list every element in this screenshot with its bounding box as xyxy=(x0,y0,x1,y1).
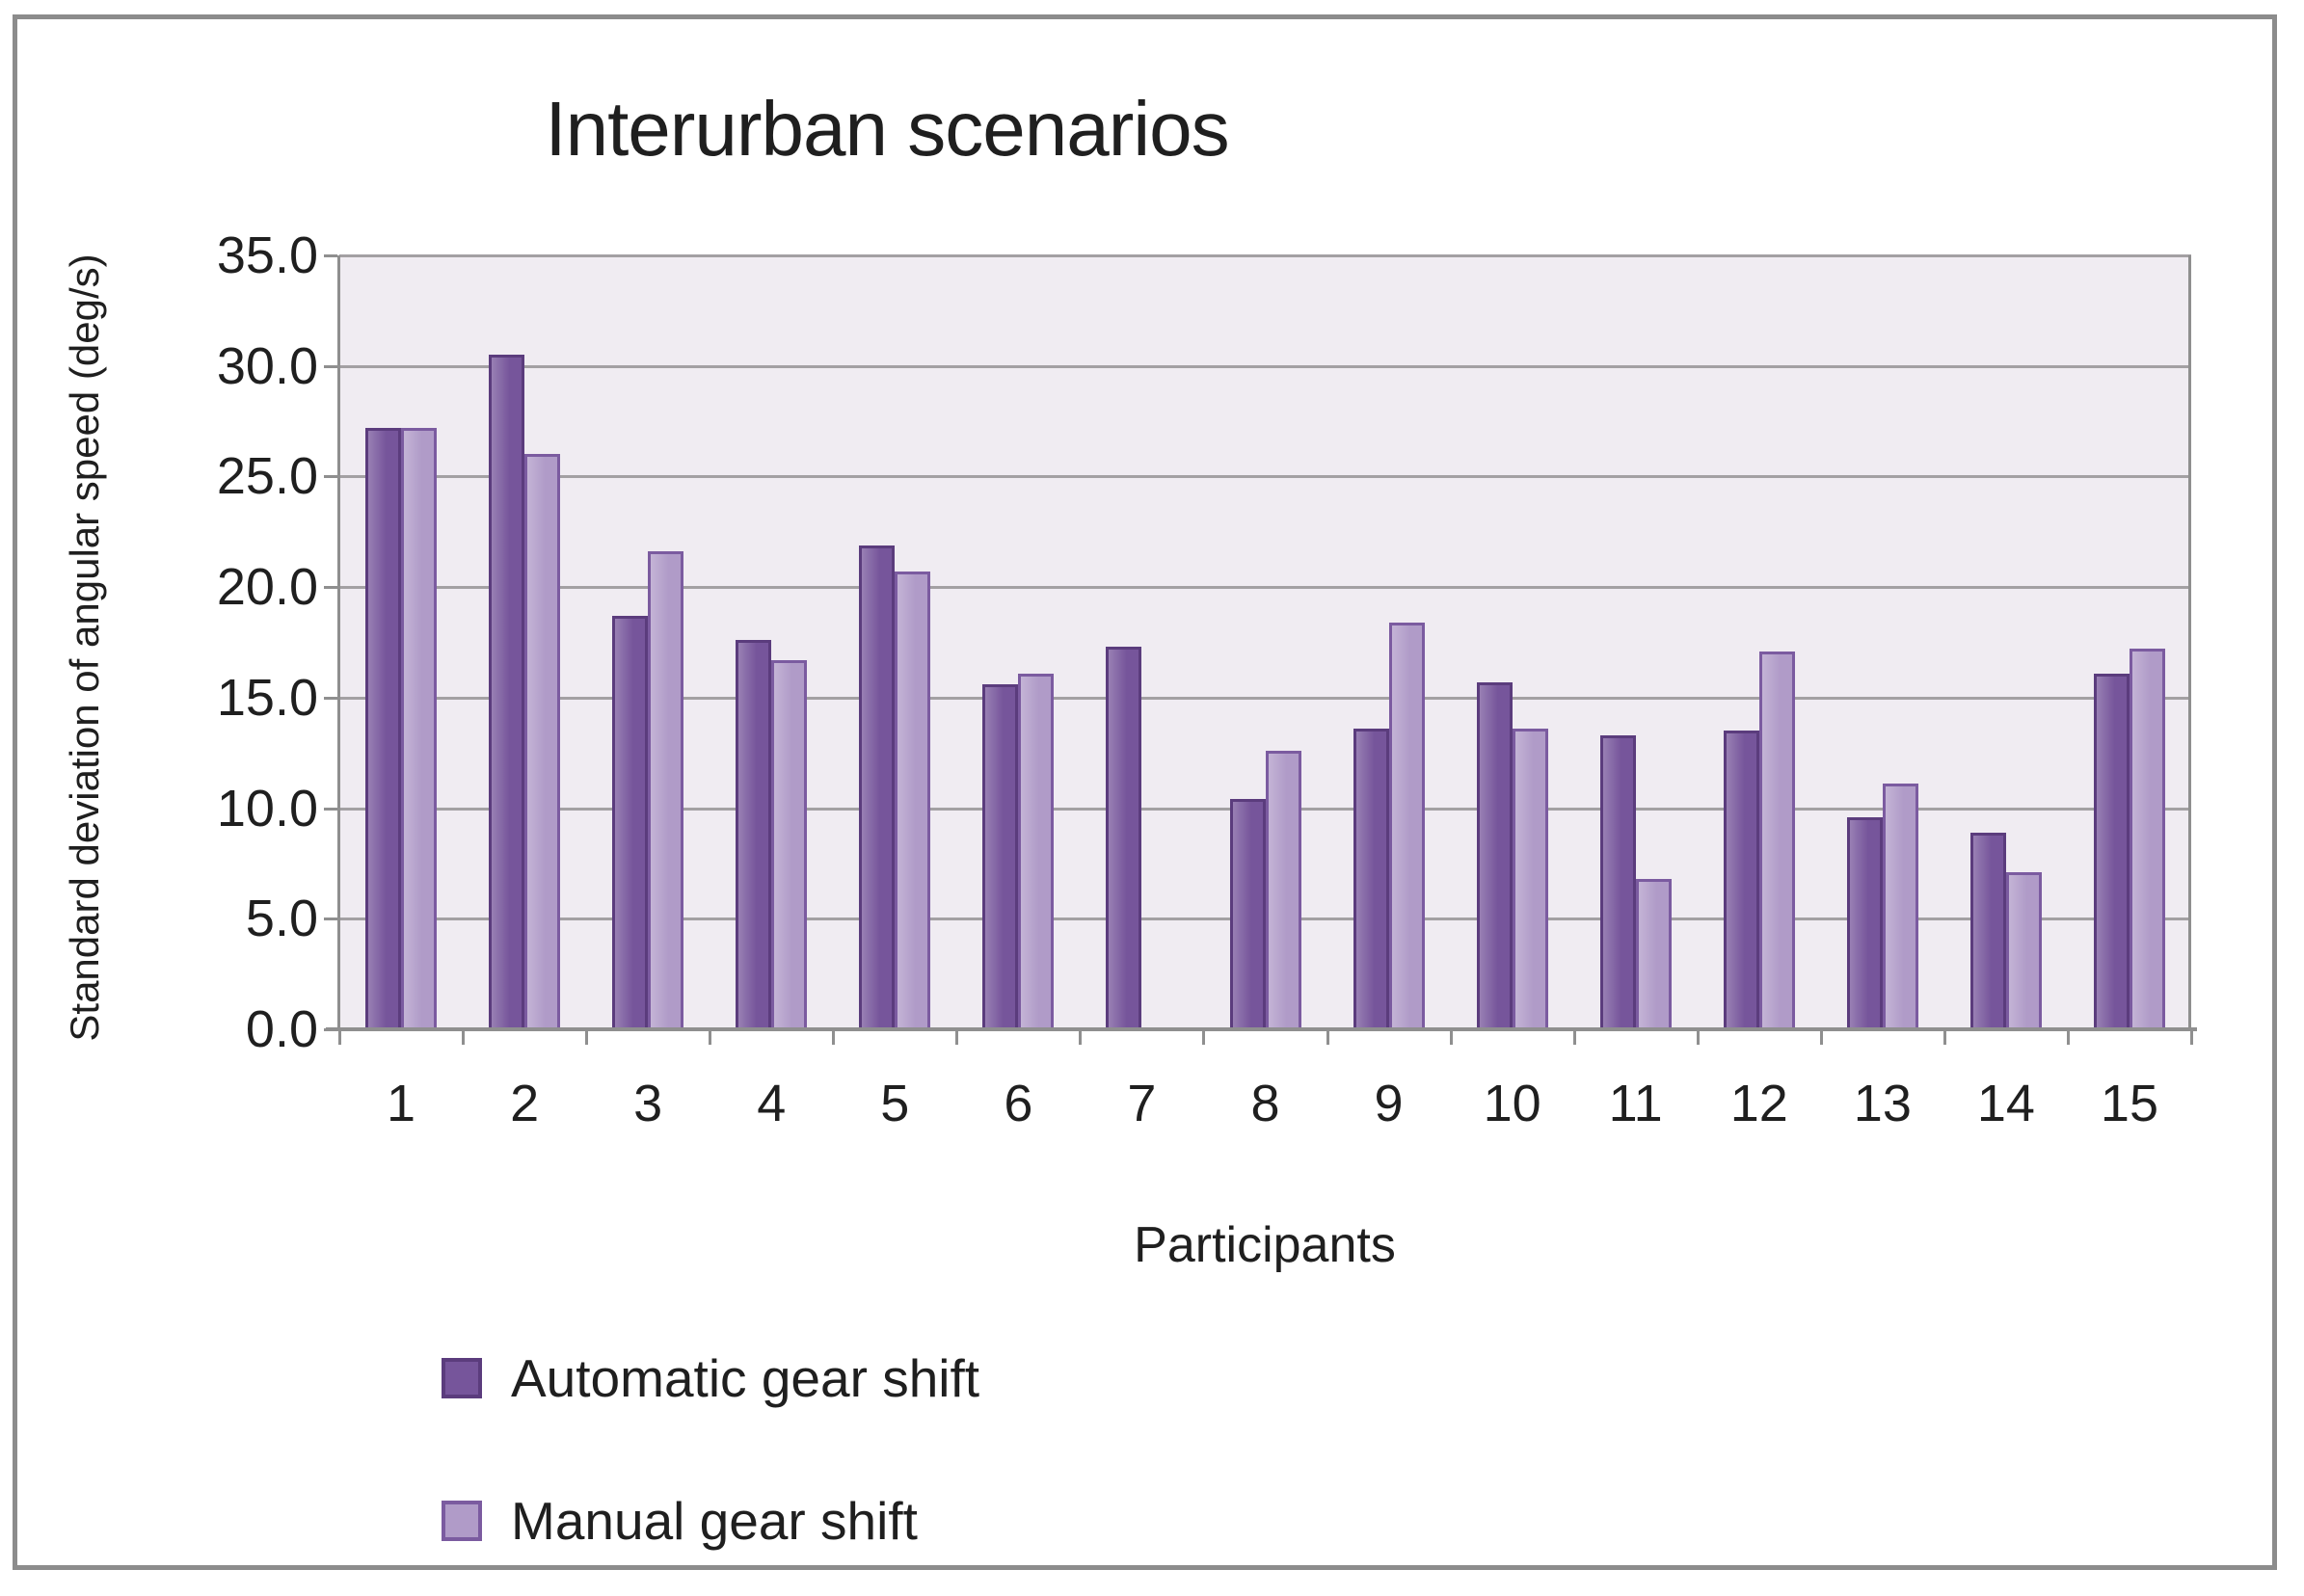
x-tick-mark xyxy=(1079,1029,1083,1045)
bar-manual-participant-10 xyxy=(1512,728,1548,1029)
gridline-35 xyxy=(339,254,2191,257)
y-tick-label-15.0: 15.0 xyxy=(216,668,318,727)
bar-manual-participant-2 xyxy=(524,454,561,1029)
gridline-30 xyxy=(339,364,2191,368)
plot-area xyxy=(326,254,2197,1031)
bar-manual-participant-13 xyxy=(1882,784,1918,1029)
x-tick-label-12: 12 xyxy=(1729,1075,1788,1132)
x-axis-title: Participants xyxy=(1134,1217,1396,1273)
x-tick-label-3: 3 xyxy=(633,1075,663,1132)
x-axis-line xyxy=(326,1027,2197,1031)
bar-automatic-participant-10 xyxy=(1476,681,1513,1029)
bar-automatic-participant-11 xyxy=(1599,734,1636,1029)
bar-manual-participant-6 xyxy=(1018,673,1055,1029)
y-tick-mark xyxy=(324,807,337,811)
bar-manual-participant-9 xyxy=(1388,622,1425,1029)
y-tick-label-0.0: 0.0 xyxy=(245,1000,318,1058)
legend-item-automatic: Automatic gear shift xyxy=(442,1347,979,1409)
x-tick-mark xyxy=(462,1029,466,1045)
legend-label-automatic: Automatic gear shift xyxy=(511,1348,980,1408)
y-tick-label-10.0: 10.0 xyxy=(216,779,318,838)
x-tick-label-11: 11 xyxy=(1608,1075,1663,1132)
y-tick-mark xyxy=(324,918,337,921)
y-tick-mark xyxy=(324,696,337,700)
bar-manual-participant-1 xyxy=(401,427,438,1029)
y-tick-label-20.0: 20.0 xyxy=(216,558,318,617)
bar-automatic-participant-9 xyxy=(1353,728,1389,1029)
x-tick-mark xyxy=(585,1029,589,1045)
x-tick-mark xyxy=(1696,1029,1700,1045)
x-tick-mark xyxy=(1942,1029,1946,1045)
x-tick-label-9: 9 xyxy=(1374,1075,1404,1132)
x-tick-label-14: 14 xyxy=(1976,1075,2035,1132)
y-tick-mark xyxy=(324,254,337,257)
bar-automatic-participant-2 xyxy=(489,355,525,1029)
bar-automatic-participant-7 xyxy=(1106,647,1142,1029)
y-axis-line xyxy=(337,255,340,1029)
legend-swatch-manual xyxy=(442,1501,482,1541)
legend: Automatic gear shift Manual gear shift xyxy=(442,1347,979,1596)
bar-automatic-participant-3 xyxy=(612,615,649,1029)
bar-manual-participant-4 xyxy=(771,659,808,1029)
x-tick-mark xyxy=(1449,1029,1453,1045)
x-tick-label-7: 7 xyxy=(1127,1075,1157,1132)
y-tick-label-35.0: 35.0 xyxy=(216,226,318,284)
x-tick-mark xyxy=(709,1029,712,1045)
y-tick-mark xyxy=(324,1028,337,1031)
chart-title: Interurban scenarios xyxy=(545,86,1229,172)
x-tick-label-5: 5 xyxy=(880,1075,910,1132)
x-tick-mark xyxy=(2190,1029,2193,1045)
bar-manual-participant-11 xyxy=(1635,878,1672,1029)
x-tick-mark xyxy=(2066,1029,2070,1045)
bar-manual-participant-5 xyxy=(895,572,931,1029)
x-tick-mark xyxy=(955,1029,959,1045)
x-tick-label-8: 8 xyxy=(1250,1075,1280,1132)
bar-automatic-participant-5 xyxy=(859,545,896,1029)
bar-automatic-participant-1 xyxy=(365,427,402,1029)
y-tick-label-25.0: 25.0 xyxy=(216,447,318,506)
x-tick-label-10: 10 xyxy=(1483,1075,1541,1132)
x-tick-label-15: 15 xyxy=(2100,1075,2158,1132)
gridline-20 xyxy=(339,586,2191,590)
y-axis-title: Standard deviation of angular speed (deg… xyxy=(62,253,107,1042)
x-tick-mark xyxy=(1202,1029,1206,1045)
bar-automatic-participant-4 xyxy=(736,640,772,1029)
x-tick-label-4: 4 xyxy=(757,1075,787,1132)
bar-automatic-participant-15 xyxy=(2093,673,2130,1029)
bar-manual-participant-3 xyxy=(648,551,684,1029)
bar-manual-participant-12 xyxy=(1758,651,1795,1029)
bar-automatic-participant-12 xyxy=(1723,731,1759,1029)
legend-label-manual: Manual gear shift xyxy=(511,1491,918,1551)
legend-swatch-automatic xyxy=(442,1358,482,1398)
gridline-15 xyxy=(339,696,2191,700)
bar-automatic-participant-14 xyxy=(1969,832,2006,1029)
x-tick-label-1: 1 xyxy=(387,1075,416,1132)
x-tick-mark xyxy=(1326,1029,1329,1045)
x-tick-label-6: 6 xyxy=(1004,1075,1033,1132)
x-tick-label-13: 13 xyxy=(1853,1075,1912,1132)
bar-automatic-participant-8 xyxy=(1229,799,1266,1029)
y-tick-label-30.0: 30.0 xyxy=(216,336,318,395)
bar-automatic-participant-6 xyxy=(982,684,1019,1029)
bar-manual-participant-8 xyxy=(1265,750,1301,1029)
bar-manual-participant-15 xyxy=(2129,649,2165,1029)
y-tick-label-5.0: 5.0 xyxy=(245,890,318,948)
x-tick-label-2: 2 xyxy=(510,1075,540,1132)
x-tick-mark xyxy=(1819,1029,1823,1045)
gridline-25 xyxy=(339,475,2191,479)
legend-item-manual: Manual gear shift xyxy=(442,1490,979,1552)
y-tick-mark xyxy=(324,475,337,479)
x-tick-mark xyxy=(1572,1029,1576,1045)
plot-right-border xyxy=(2188,255,2191,1029)
x-tick-mark xyxy=(338,1029,341,1045)
bar-automatic-participant-13 xyxy=(1846,816,1883,1029)
bar-manual-participant-14 xyxy=(2005,872,2042,1029)
y-tick-mark xyxy=(324,586,337,590)
y-tick-mark xyxy=(324,364,337,368)
x-tick-mark xyxy=(832,1029,836,1045)
